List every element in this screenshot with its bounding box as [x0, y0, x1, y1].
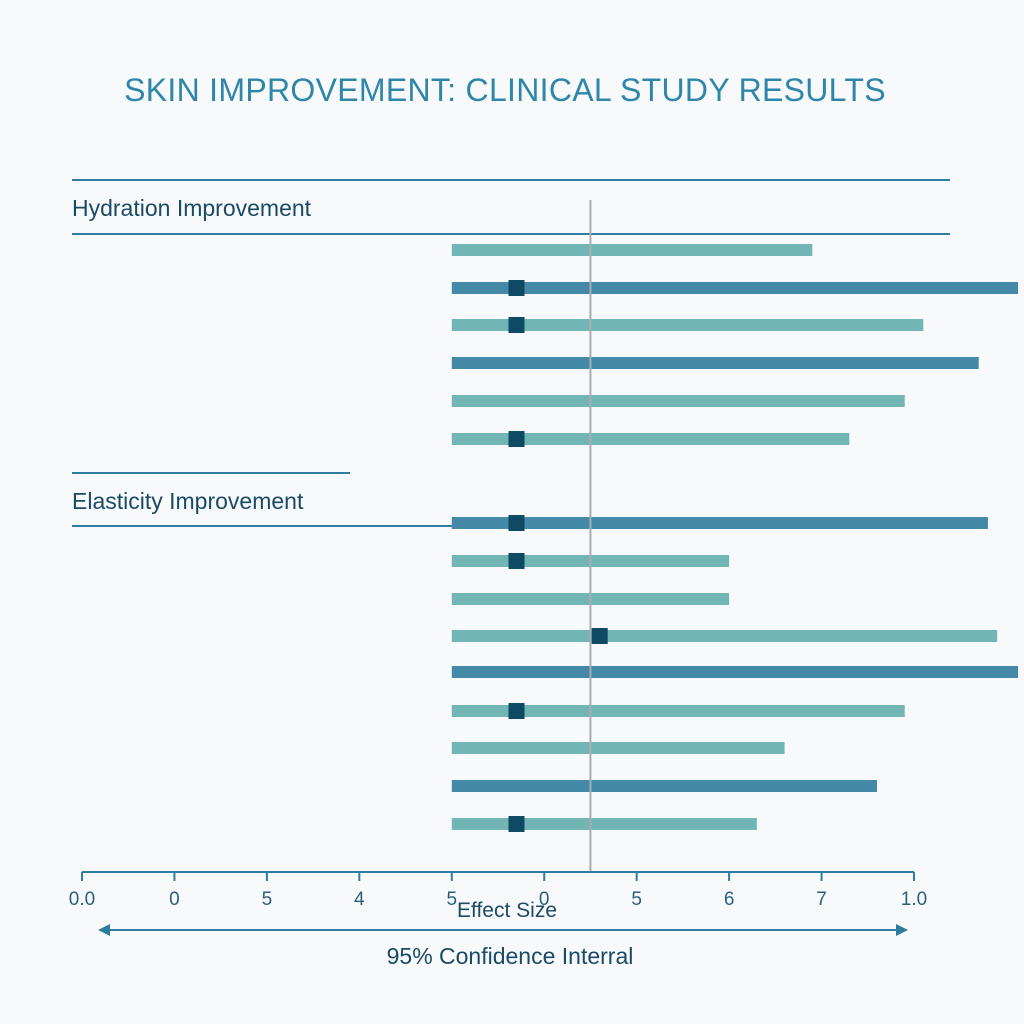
- ci-bar: [451, 705, 905, 717]
- ci-bars: [451, 244, 1018, 830]
- ci-bar: [451, 319, 924, 331]
- group-label-elasticity: Elasticity Improvement: [72, 488, 304, 514]
- point-estimate-marker: [508, 553, 525, 569]
- arrow-right-icon: [896, 924, 908, 936]
- x-tick-label: 6: [724, 889, 735, 910]
- point-estimate-marker: [508, 280, 525, 296]
- confidence-interval-label: 95% Confidence Interral: [387, 943, 634, 969]
- ci-bar: [451, 818, 757, 830]
- point-estimates: [508, 280, 608, 832]
- x-axis-label: Effect Size: [457, 899, 557, 922]
- point-estimate-marker: [508, 317, 525, 333]
- point-estimate-marker: [508, 816, 525, 832]
- x-tick-label: 5: [262, 889, 273, 910]
- x-tick-label: 4: [354, 889, 365, 910]
- ci-bar: [451, 666, 1018, 678]
- x-tick-label: 7: [816, 889, 827, 910]
- ci-bar: [451, 282, 1018, 294]
- x-tick-label: 0: [539, 889, 550, 910]
- point-estimate-marker: [508, 431, 525, 447]
- x-axis-ticks: 0.0 0 5 4 5 0 5 6 7 1.0: [69, 872, 927, 910]
- point-estimate-marker: [508, 703, 525, 719]
- confidence-interval-arrow: [98, 924, 908, 936]
- ci-bar: [451, 395, 905, 407]
- chart-title: SKIN IMPROVEMENT: CLINICAL STUDY RESULTS: [124, 72, 886, 108]
- ci-bar: [451, 357, 979, 369]
- x-tick-label: 5: [631, 889, 642, 910]
- point-estimate-marker: [508, 515, 525, 531]
- x-tick-label: 1.0: [901, 889, 927, 910]
- ci-bar: [451, 780, 878, 792]
- ci-bar: [451, 433, 850, 445]
- ci-bar: [451, 630, 998, 642]
- arrow-left-icon: [98, 924, 110, 936]
- x-tick-label: 5: [446, 889, 457, 910]
- section-rules: [72, 179, 950, 527]
- group-label-hydration: Hydration Improvement: [72, 195, 312, 221]
- point-estimate-marker: [591, 628, 608, 644]
- ci-bar: [451, 517, 988, 529]
- x-tick-label: 0: [169, 889, 180, 910]
- x-tick-label: 0.0: [69, 889, 95, 910]
- ci-bar: [451, 742, 785, 754]
- ci-bar: [451, 244, 813, 256]
